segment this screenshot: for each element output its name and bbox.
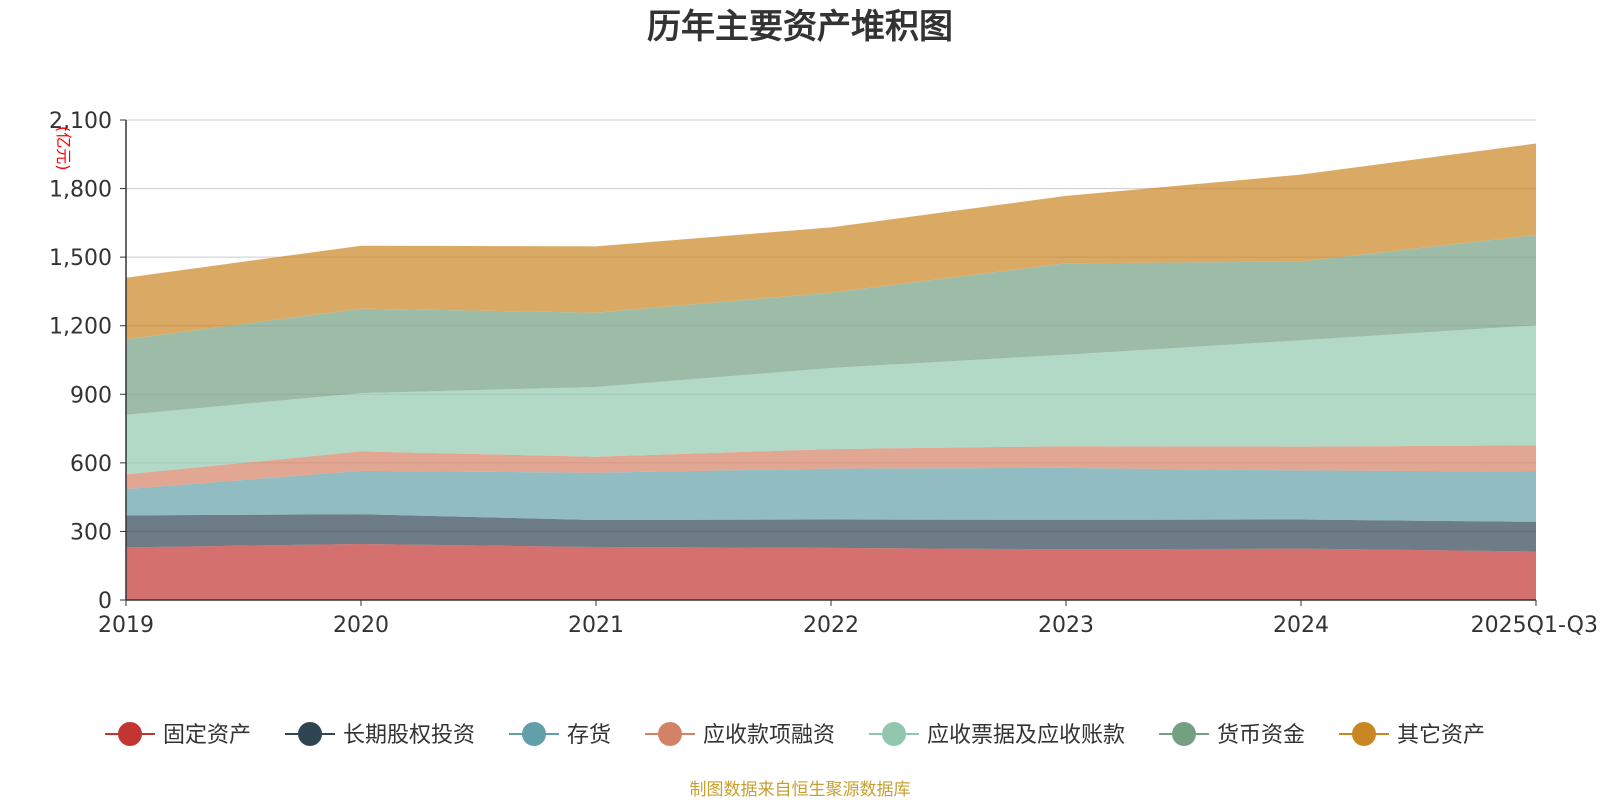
- legend-item[interactable]: 应收款项融资: [645, 722, 835, 748]
- area-应收票据及应收账款: [126, 325, 1536, 475]
- legend-item[interactable]: 固定资产: [105, 722, 251, 748]
- legend-label: 存货: [567, 723, 611, 748]
- y-tick-label: 600: [70, 452, 112, 477]
- legend-label: 长期股权投资: [343, 723, 475, 748]
- legend-item[interactable]: 货币资金: [1159, 722, 1305, 748]
- legend-marker: [1172, 722, 1196, 746]
- legend-label: 固定资产: [163, 723, 251, 748]
- y-tick-label: 900: [70, 383, 112, 408]
- area-存货: [126, 467, 1536, 522]
- chart-title: 历年主要资产堆积图: [647, 7, 953, 47]
- legend-marker: [658, 722, 682, 746]
- source-note: 制图数据来自恒生聚源数据库: [690, 780, 911, 800]
- legend-label: 其它资产: [1397, 723, 1485, 748]
- area-其它资产: [126, 143, 1536, 340]
- area-固定资产: [126, 544, 1536, 600]
- legend-marker: [1352, 722, 1376, 746]
- legend-marker: [118, 722, 142, 746]
- y-tick-label: 1,200: [49, 315, 112, 340]
- legend-label: 应收款项融资: [703, 723, 835, 748]
- legend-label: 货币资金: [1217, 723, 1305, 748]
- legend-label: 应收票据及应收账款: [927, 723, 1125, 748]
- y-tick-label: 0: [98, 589, 112, 614]
- x-tick-label: 2022: [803, 613, 859, 638]
- x-tick-label: 2021: [568, 613, 624, 638]
- legend-item[interactable]: 长期股权投资: [285, 722, 475, 748]
- legend-marker: [882, 722, 906, 746]
- x-tick-label: 2023: [1038, 613, 1094, 638]
- x-tick-label: 2019: [98, 613, 154, 638]
- y-tick-label: 1,800: [49, 178, 112, 203]
- legend-item[interactable]: 其它资产: [1339, 722, 1485, 748]
- axes: 0 300 600 900 1,200 1,500 1,800 2,100 2019 2020 20…: [49, 109, 1598, 638]
- y-tick-label: 300: [70, 520, 112, 545]
- x-tick-label: 2024: [1273, 613, 1329, 638]
- area-series: [126, 143, 1536, 600]
- legend-item[interactable]: 应收票据及应收账款: [869, 722, 1125, 748]
- y-axis-unit-label: (亿元): [54, 126, 73, 171]
- legend: 固定资产 长期股权投资 存货 应收款项融资 应收票据及应收账款 货币资金 其它资产: [105, 722, 1485, 748]
- legend-marker: [298, 722, 322, 746]
- y-tick-label: 1,500: [49, 246, 112, 271]
- legend-marker: [522, 722, 546, 746]
- y-tick-label: 2,100: [49, 109, 112, 134]
- legend-item[interactable]: 存货: [509, 722, 611, 748]
- area-货币资金: [126, 235, 1536, 415]
- area-长期股权投资: [126, 514, 1536, 552]
- x-tick-label: 2025Q1-Q3: [1471, 613, 1598, 638]
- area-应收款项融资: [126, 445, 1536, 490]
- x-tick-label: 2020: [333, 613, 389, 638]
